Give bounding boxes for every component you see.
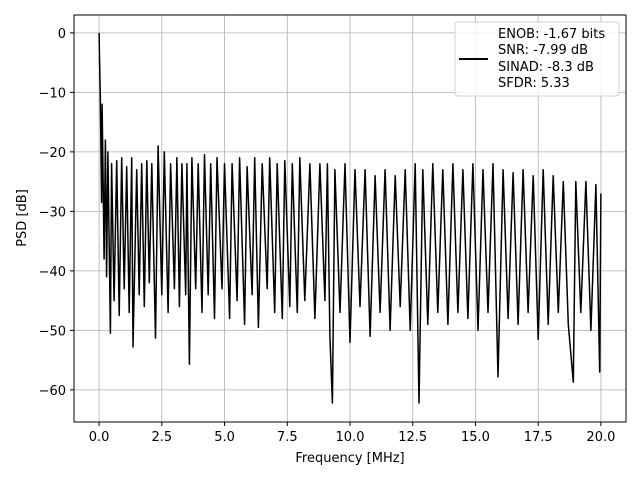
y-tick-label: −20 [39,146,66,161]
y-axis-ticks: 0 −10 −20 −30 −40 −50 −60 [39,27,74,399]
y-axis-label: PSD [dB] [15,189,30,247]
legend-box [454,21,620,97]
x-tick-label: 12.5 [398,430,427,445]
x-tick-label: 2.5 [151,430,172,445]
legend: ENOB: -1.67 bits SNR: -7.99 dB SINAD: -8… [454,21,620,97]
y-tick-label: −10 [39,86,66,101]
legend-snr: SNR: -7.99 dB [498,43,588,58]
x-tick-label: 0.0 [89,430,110,445]
y-tick-label: −30 [39,205,66,220]
x-tick-label: 7.5 [277,430,298,445]
legend-sfdr: SFDR: 5.33 [498,76,570,91]
x-tick-label: 5.0 [214,430,235,445]
y-tick-label: −60 [39,384,66,399]
x-tick-label: 10.0 [336,430,365,445]
x-tick-label: 15.0 [461,430,490,445]
legend-sinad: SINAD: -8.3 dB [498,60,594,75]
x-axis-ticks: 0.0 2.5 5.0 7.5 10.0 12.5 15.0 17.5 20.0 [89,422,615,445]
x-tick-label: 17.5 [524,430,553,445]
legend-enob: ENOB: -1.67 bits [498,27,605,42]
y-tick-label: −40 [39,265,66,280]
y-tick-label: 0 [58,27,66,42]
x-tick-label: 20.0 [586,430,615,445]
y-tick-label: −50 [39,324,66,339]
x-axis-label: Frequency [MHz] [295,451,404,466]
psd-series-line [98,32,602,404]
series-group [98,32,602,404]
